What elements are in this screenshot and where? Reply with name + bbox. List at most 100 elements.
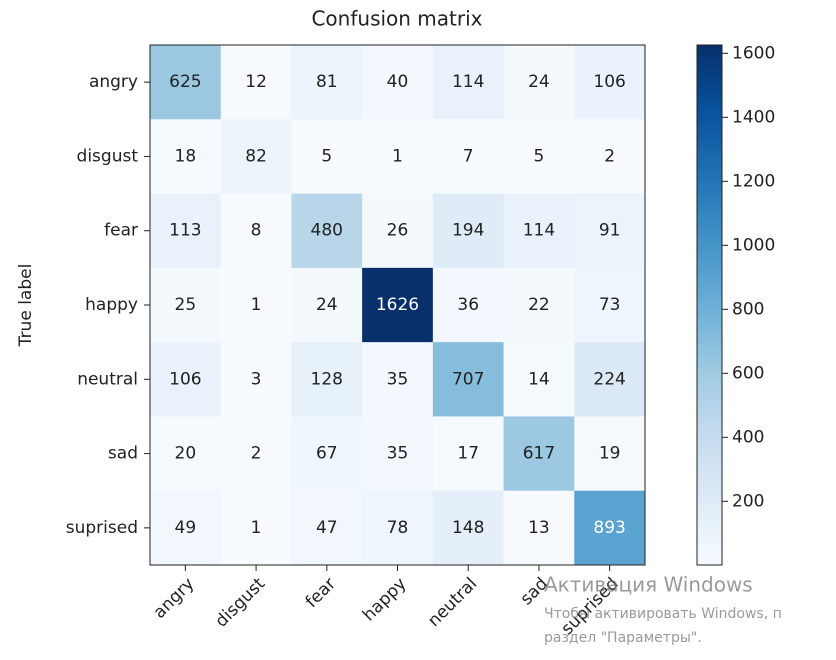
cell — [503, 193, 575, 269]
cell-label: 148 — [452, 518, 484, 538]
cell — [150, 119, 222, 195]
cell-label: 49 — [175, 518, 197, 538]
cell-label: 91 — [599, 221, 621, 241]
chart-title: Confusion matrix — [311, 7, 482, 31]
cell-label: 106 — [169, 369, 201, 389]
watermark-text: Чтобы активировать Windows, п — [544, 606, 782, 622]
x-tick-label: neutral — [424, 574, 481, 631]
cell-label: 35 — [387, 444, 409, 464]
y-axis-label: True label — [16, 264, 36, 348]
cell-label: 13 — [528, 518, 550, 538]
y-tick-label: disgust — [77, 146, 139, 166]
cell-label: 1 — [251, 295, 262, 315]
cell-label: 128 — [311, 369, 343, 389]
colorbar-tick-label: 1000 — [732, 235, 775, 255]
cell-label: 78 — [387, 518, 409, 538]
cell — [432, 490, 505, 566]
cell-label: 26 — [387, 221, 409, 241]
cell — [291, 342, 363, 417]
cell — [362, 490, 434, 566]
cell — [362, 267, 434, 343]
colorbar-tick-label: 1200 — [732, 171, 775, 191]
cell — [150, 416, 222, 492]
cell — [362, 45, 434, 120]
y-tick-label: angry — [89, 72, 138, 92]
colorbar-tick-label: 600 — [732, 363, 764, 383]
cell-label: 5 — [321, 146, 332, 166]
cell — [574, 416, 646, 492]
cell-label: 106 — [593, 72, 625, 92]
cell — [574, 342, 646, 417]
cell — [150, 45, 222, 120]
x-tick-label: disgust — [212, 574, 270, 632]
cell-label: 1 — [251, 518, 262, 538]
colorbar-tick-label: 400 — [732, 427, 764, 447]
cell-label: 24 — [528, 72, 550, 92]
cell-label: 194 — [452, 221, 484, 241]
cell-label: 2 — [604, 146, 615, 166]
cell-label: 3 — [251, 369, 262, 389]
cell-label: 40 — [387, 72, 409, 92]
cell-label: 24 — [316, 295, 338, 315]
cell — [503, 119, 575, 195]
cell — [220, 45, 292, 120]
cell — [220, 267, 292, 343]
cell — [150, 193, 222, 269]
y-tick-label: sad — [108, 444, 138, 464]
cell — [291, 416, 363, 492]
cell — [362, 119, 434, 195]
x-tick-label: happy — [359, 574, 411, 626]
watermark-text: раздел "Параметры". — [544, 630, 702, 646]
cell — [503, 342, 575, 417]
cell — [432, 45, 505, 120]
colorbar — [696, 44, 723, 566]
cell-label: 480 — [311, 221, 343, 241]
cell-label: 114 — [523, 221, 555, 241]
cell — [574, 490, 646, 566]
cell-label: 8 — [251, 221, 262, 241]
cell — [220, 342, 292, 417]
cell — [220, 193, 292, 269]
cell-label: 22 — [528, 295, 550, 315]
y-tick-label: neutral — [77, 369, 138, 389]
cell — [432, 193, 505, 269]
cell — [362, 342, 434, 417]
cell — [150, 342, 222, 417]
cell — [291, 193, 363, 269]
cell-label: 5 — [534, 146, 545, 166]
cell-label: 14 — [528, 369, 550, 389]
x-tick-label: angry — [150, 574, 199, 623]
cell — [291, 119, 363, 195]
cell-label: 17 — [457, 444, 479, 464]
cell-label: 35 — [387, 369, 409, 389]
cell — [574, 45, 646, 120]
cell — [291, 490, 363, 566]
cell — [432, 342, 505, 417]
cell-label: 113 — [169, 221, 201, 241]
cell-label: 2 — [251, 444, 262, 464]
cell-label: 12 — [245, 72, 267, 92]
cell — [503, 416, 575, 492]
cell — [150, 267, 222, 343]
cell-label: 7 — [463, 146, 474, 166]
cell-label: 707 — [452, 369, 484, 389]
cell — [574, 193, 646, 269]
cell-label: 36 — [457, 295, 479, 315]
colorbar-tick-label: 1400 — [732, 107, 775, 127]
cell — [574, 119, 646, 195]
colorbar-tick-label: 1600 — [732, 43, 775, 63]
cell-label: 224 — [593, 369, 625, 389]
cell-label: 625 — [169, 72, 201, 92]
y-tick-label: suprised — [66, 518, 138, 538]
cell-label: 893 — [593, 518, 625, 538]
cell-label: 82 — [245, 146, 267, 166]
cell — [432, 416, 505, 492]
cell — [503, 267, 575, 343]
cell-label: 617 — [523, 444, 555, 464]
cell-label: 18 — [175, 146, 197, 166]
cell-label: 20 — [175, 444, 197, 464]
cell — [291, 45, 363, 120]
y-tick-label: fear — [104, 221, 138, 241]
cell — [574, 267, 646, 343]
